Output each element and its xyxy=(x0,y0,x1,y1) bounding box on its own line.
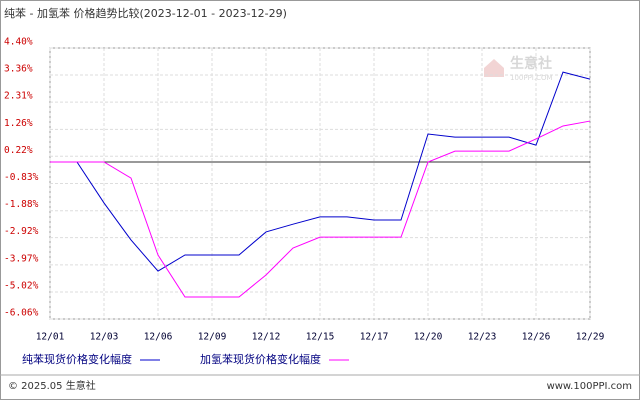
legend-label: 纯苯现货价格变化幅度 xyxy=(22,352,132,366)
x-tick-label: 12/12 xyxy=(252,332,281,343)
watermark-site: 100PPI.COM xyxy=(510,74,553,82)
x-tick-label: 12/06 xyxy=(144,332,173,343)
y-tick-label: -2.92% xyxy=(4,226,39,237)
x-tick-label: 12/09 xyxy=(198,332,227,343)
series-line xyxy=(50,120,591,298)
series-line xyxy=(50,71,591,272)
x-tick-label: 12/29 xyxy=(576,332,605,343)
x-tick-label: 12/17 xyxy=(360,332,389,343)
x-tick-label: 12/01 xyxy=(36,332,65,343)
x-tick-label: 12/15 xyxy=(306,332,335,343)
y-tick-label: -3.97% xyxy=(4,253,39,264)
chart-title: 纯苯 - 加氢苯 价格趋势比较(2023-12-01 - 2023-12-29) xyxy=(4,6,287,20)
watermark-name: 生意社 xyxy=(510,55,552,72)
watermark-logo xyxy=(484,59,504,77)
y-tick-label: -5.02% xyxy=(4,281,39,292)
x-tick-label: 12/20 xyxy=(414,332,443,343)
y-tick-label: 3.36% xyxy=(4,63,33,74)
footer-copyright: © 2025.05 生意社 xyxy=(8,379,96,392)
y-tick-label: -0.83% xyxy=(4,172,39,183)
y-tick-label: 1.26% xyxy=(4,118,33,129)
y-tick-label: -1.88% xyxy=(4,199,39,210)
y-tick-label: -6.06% xyxy=(4,308,39,319)
watermark: 生意社 100PPI.COM xyxy=(484,55,553,82)
y-tick-label: 4.40% xyxy=(4,37,33,48)
x-tick-label: 12/26 xyxy=(522,332,551,343)
y-tick-label: 2.31% xyxy=(4,91,33,102)
x-tick-label: 12/03 xyxy=(90,332,119,343)
x-tick-label: 12/23 xyxy=(468,332,497,343)
footer-site: www.100PPI.com xyxy=(547,381,632,392)
legend-label: 加氢苯现货价格变化幅度 xyxy=(200,352,321,366)
y-tick-label: 0.22% xyxy=(4,145,33,156)
